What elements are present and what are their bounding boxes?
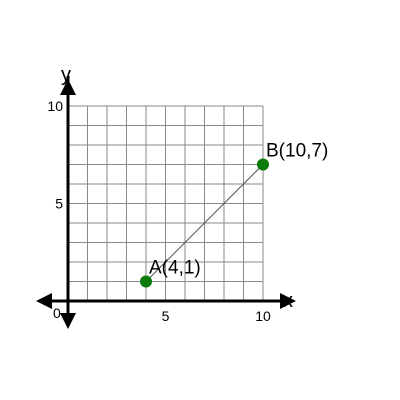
x-axis-right-arrow-icon xyxy=(280,293,296,309)
x-axis-label: x xyxy=(283,290,293,312)
tick-labels: 5 10 5 10 xyxy=(47,98,271,324)
x-tick-label: 5 xyxy=(162,308,170,324)
x-axis-left-arrow-icon xyxy=(36,293,52,309)
segment-ab xyxy=(145,164,264,282)
points-layer: A(4,1) B(10,7) xyxy=(140,141,328,288)
y-axis-down-arrow-icon xyxy=(60,313,76,329)
x-tick-label: 10 xyxy=(255,308,271,324)
point-marker xyxy=(140,275,152,288)
y-tick-label: 10 xyxy=(47,98,63,114)
y-tick-label: 5 xyxy=(55,196,63,212)
segment-layer xyxy=(145,164,264,282)
point-label: B(10,7) xyxy=(266,141,328,162)
origin-label: 0 xyxy=(53,305,61,321)
axes xyxy=(36,76,296,329)
y-axis-label: y xyxy=(61,64,71,86)
point-marker xyxy=(257,158,269,171)
point-label: A(4,1) xyxy=(149,258,201,279)
grid xyxy=(68,105,264,301)
y-axis-up-arrow-icon xyxy=(60,79,76,95)
